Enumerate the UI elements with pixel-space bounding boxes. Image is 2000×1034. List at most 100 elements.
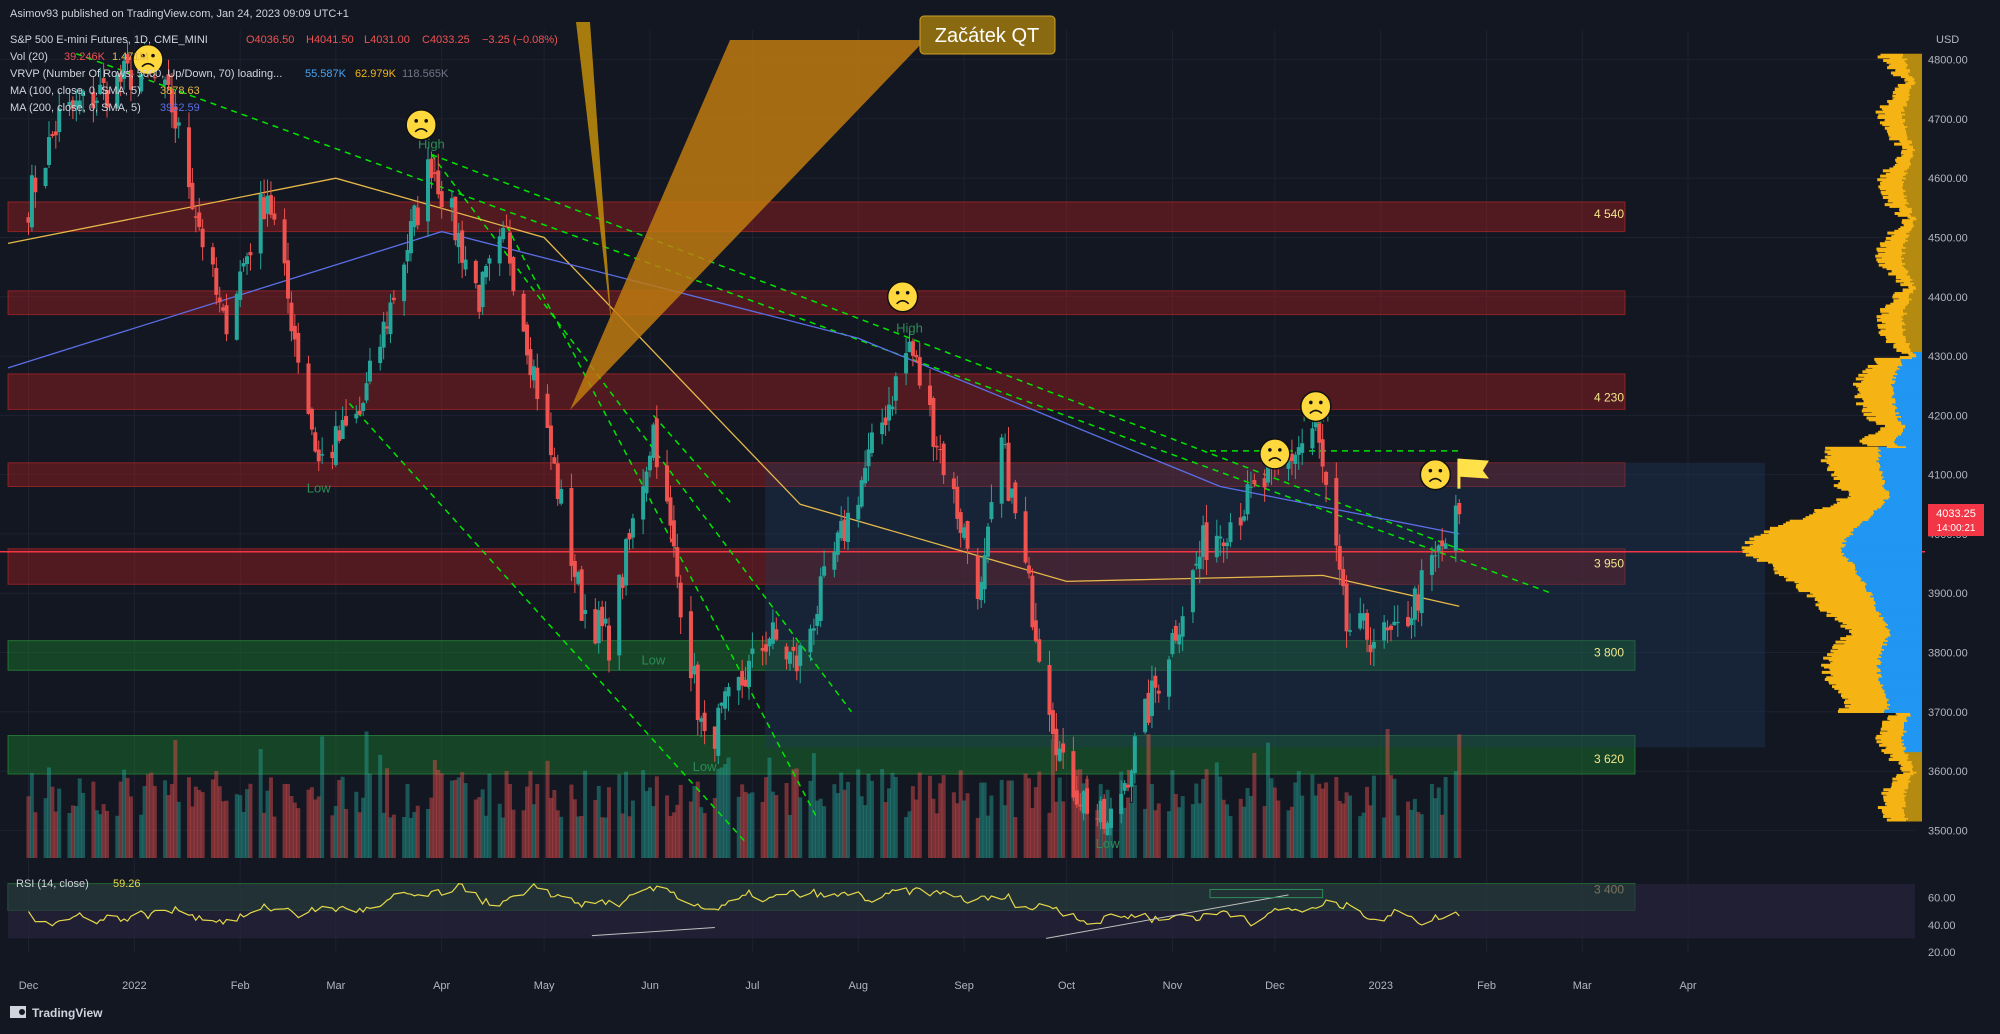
candle-body	[1061, 743, 1066, 753]
profile-bar-up	[1880, 658, 1922, 662]
profile-bar-up	[1906, 60, 1922, 64]
volume-bar	[986, 815, 991, 858]
profile-bar-up	[1913, 153, 1922, 157]
profile-bar-down	[1875, 414, 1902, 418]
symbol-name[interactable]: S&P 500 E-mini Futures, 1D, CME_MINI	[10, 34, 208, 46]
volume-bar	[105, 810, 110, 858]
profile-bar-up	[1912, 140, 1922, 144]
volume-bar	[883, 802, 888, 858]
candle-body	[1361, 613, 1366, 621]
candle-body	[1412, 588, 1417, 620]
volume-bar	[46, 767, 51, 858]
profile-bar-down	[1797, 587, 1867, 591]
profile-bar-up	[1889, 629, 1922, 633]
candle-body	[46, 137, 51, 165]
profile-bar-up	[1903, 244, 1922, 248]
volume-bar	[1190, 804, 1195, 858]
profile-bar-down	[1833, 651, 1883, 655]
profile-bar-down	[1848, 706, 1890, 710]
profile-bar-up	[1853, 532, 1922, 536]
candle-body	[91, 91, 96, 109]
volume-bar	[197, 789, 202, 858]
candle-body	[1095, 818, 1100, 820]
volume-bar	[846, 781, 851, 858]
profile-bar-up	[1913, 219, 1922, 223]
profile-bar-up	[1881, 473, 1922, 477]
candle-body	[456, 232, 461, 248]
profile-bar-up	[1901, 734, 1922, 738]
volume-bar	[1324, 782, 1329, 858]
volume-bar	[391, 814, 396, 858]
volume-bar	[1129, 802, 1134, 858]
volume-bar	[224, 800, 229, 858]
candle-body	[815, 613, 820, 626]
profile-bar-up	[1901, 247, 1922, 251]
profile-bar-up	[1901, 249, 1922, 253]
ma200-label[interactable]: MA (200, close, 0, SMA, 5)	[10, 102, 141, 114]
profile-bar-down	[1877, 55, 1903, 59]
profile-bar-down	[1864, 436, 1897, 440]
profile-bar-down	[1893, 343, 1910, 347]
candle-body	[1286, 455, 1291, 469]
rsi-label[interactable]: RSI (14, close)	[16, 878, 89, 890]
profile-bar-down	[1895, 276, 1911, 280]
profile-bar-down	[1829, 681, 1881, 685]
candle-body	[787, 651, 792, 664]
profile-bar-up	[1889, 706, 1922, 710]
profile-bar-up	[1909, 142, 1922, 146]
profile-bar-down	[1884, 203, 1906, 207]
profile-bar-down	[1830, 649, 1881, 653]
candle-body	[1218, 536, 1223, 539]
sad-face-icon-eye	[424, 119, 428, 123]
volume-bar	[750, 792, 755, 858]
volume-bar	[142, 786, 147, 858]
ma100-label[interactable]: MA (100, close, 0, SMA, 5)	[10, 85, 141, 97]
profile-bar-down	[1886, 128, 1907, 132]
profile-bar-down	[1895, 711, 1911, 715]
profile-bar-down	[1824, 677, 1879, 681]
candle-body	[1371, 642, 1376, 649]
candle-body	[210, 247, 215, 265]
vol-label[interactable]: Vol (20)	[10, 51, 48, 63]
profile-bar-down	[1881, 809, 1904, 813]
profile-bar-down	[1848, 697, 1889, 701]
volume-bar	[306, 789, 311, 858]
profile-bar-down	[1851, 628, 1891, 632]
profile-bar-up	[1906, 745, 1922, 749]
profile-bar-down	[1899, 208, 1912, 212]
profile-bar-up	[1890, 628, 1922, 632]
volume-bar	[760, 801, 765, 858]
rsi-pane	[8, 882, 1915, 939]
sad-face-icon-mouth	[1268, 457, 1282, 462]
sad-face-icon-eye	[1319, 400, 1323, 405]
profile-bar-down	[1880, 244, 1904, 248]
qt-callout-box[interactable]	[919, 15, 1056, 55]
profile-bar-down	[1897, 83, 1912, 87]
profile-bar-up	[1895, 398, 1922, 402]
profile-bar-up	[1910, 713, 1922, 717]
profile-bar-up	[1910, 347, 1922, 351]
profile-bar-up	[1908, 268, 1922, 272]
profile-bar-up	[1909, 299, 1922, 303]
profile-bar-up	[1908, 295, 1922, 299]
candle-body	[982, 555, 987, 590]
volume-bar	[675, 804, 680, 858]
profile-bar-up	[1882, 469, 1922, 473]
profile-bar-down	[1887, 66, 1907, 70]
sad-face-icon-head	[886, 281, 919, 313]
rsi-tick-label: 60.00	[1928, 893, 1956, 905]
volume-bar	[863, 805, 868, 858]
profile-bar-up	[1907, 786, 1922, 790]
profile-bar-down	[1893, 165, 1910, 169]
moving-averages	[7, 177, 1460, 607]
candle-body	[569, 488, 574, 566]
candle-body	[822, 566, 827, 576]
volume-bar	[668, 816, 673, 858]
swing-label: High	[896, 320, 923, 335]
profile-bar-down	[1865, 368, 1897, 372]
profile-bar-down	[1892, 756, 1909, 760]
profile-bar-up	[1908, 73, 1922, 77]
volume-bar	[1320, 788, 1325, 858]
vrvp-label[interactable]: VRVP (Number Of Rows, 5000, Up/Down, 70)…	[10, 68, 282, 80]
